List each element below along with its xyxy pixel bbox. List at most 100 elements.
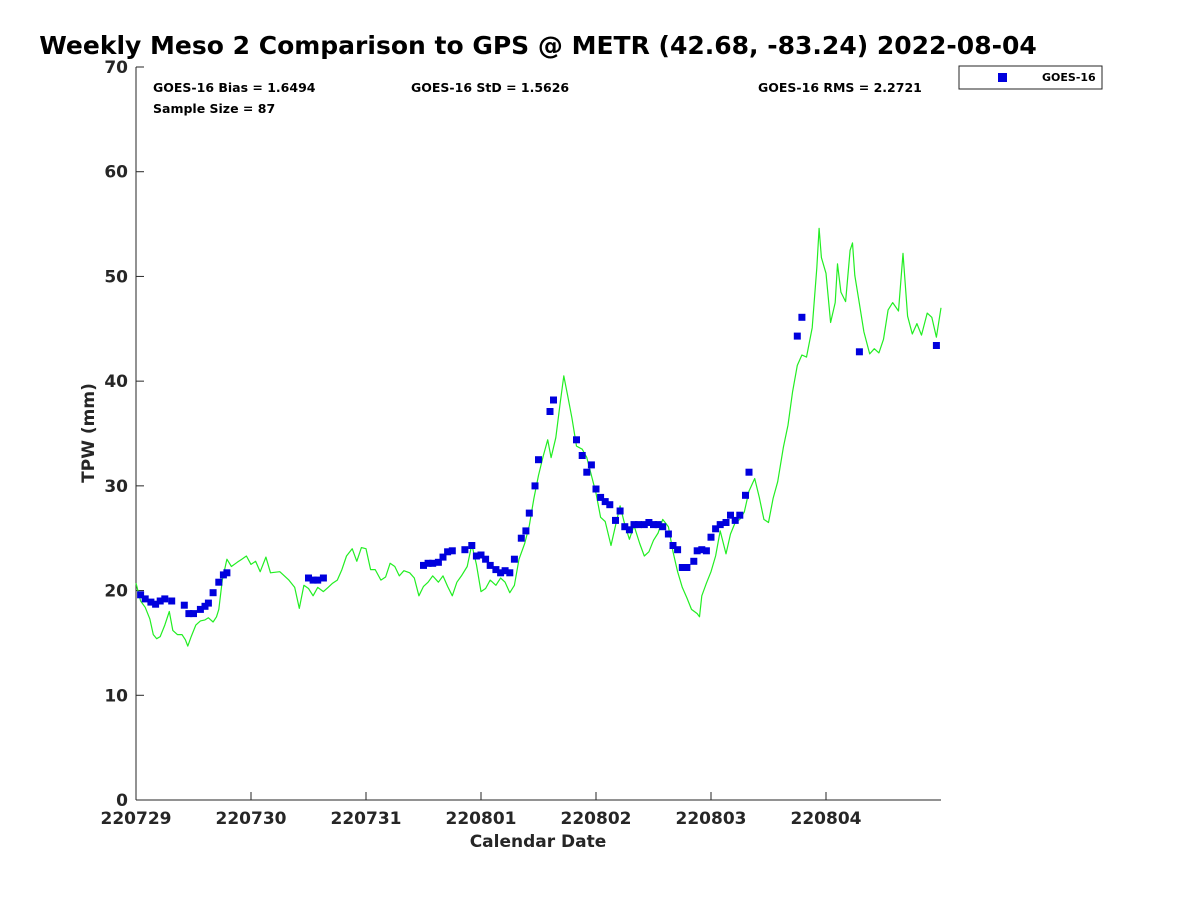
data-point-goes16	[678, 564, 686, 571]
bias-stat: GOES-16 Bias = 1.6494	[153, 80, 316, 95]
y-tick-label: 0	[116, 791, 128, 811]
data-point-goes16	[429, 559, 437, 567]
x-tick-label: 220730	[216, 809, 287, 829]
x-tick-label: 220801	[446, 809, 517, 829]
data-point-goes16	[578, 452, 586, 459]
data-point-goes16	[444, 548, 452, 556]
data-point-goes16	[736, 511, 744, 519]
data-point-goes16	[168, 597, 176, 605]
data-point-goes16	[707, 533, 715, 541]
data-point-goes16	[517, 534, 525, 542]
data-point-goes16	[727, 511, 734, 519]
data-point-goes16	[742, 491, 749, 499]
data-point-goes16	[190, 610, 197, 618]
data-point-goes16	[621, 523, 629, 531]
data-point-goes16	[592, 485, 600, 493]
x-tick-label: 220803	[676, 809, 747, 829]
data-point-goes16	[506, 569, 514, 577]
data-point-goes16	[635, 521, 642, 529]
data-point-goes16	[702, 547, 710, 555]
data-point-goes16	[420, 561, 427, 569]
y-tick-label: 50	[104, 267, 128, 287]
data-point-goes16	[612, 516, 619, 524]
x-tick-label: 220731	[331, 809, 402, 829]
data-point-goes16	[531, 482, 539, 490]
data-point-goes16	[712, 525, 720, 533]
y-tick-label: 70	[104, 58, 128, 78]
data-point-goes16	[573, 436, 580, 444]
data-point-goes16	[659, 523, 667, 531]
legend: GOES-16	[958, 65, 1103, 90]
data-point-goes16	[625, 526, 633, 534]
data-point-goes16	[674, 546, 682, 554]
data-point-goes16	[669, 542, 677, 549]
chart-title: Weekly Meso 2 Comparison to GPS @ METR (…	[39, 31, 1037, 60]
data-point-goes16	[209, 589, 217, 597]
data-point-goes16	[583, 468, 591, 476]
data-point-goes16	[731, 516, 739, 524]
data-point-goes16	[587, 461, 595, 469]
data-point-goes16	[309, 576, 317, 584]
data-point-goes16	[468, 542, 476, 549]
data-point-goes16	[482, 555, 490, 563]
data-point-goes16	[630, 521, 638, 529]
y-tick-label: 20	[104, 582, 128, 602]
ticks: 0 10 20 30 40 50 60 70 220729 220730 220731 220801 2…	[101, 58, 862, 829]
data-point-goes16	[645, 519, 653, 526]
data-point-goes16	[716, 521, 724, 529]
data-point-goes16	[161, 595, 169, 603]
sample-size-stat: Sample Size = 87	[153, 101, 275, 116]
data-point-goes16	[798, 313, 806, 321]
y-tick-label: 10	[104, 686, 128, 706]
data-point-goes16	[698, 546, 706, 554]
legend-box	[958, 65, 1103, 90]
data-point-goes16	[424, 559, 432, 567]
data-point-goes16	[522, 527, 530, 535]
data-point-goes16	[722, 519, 730, 526]
data-point-goes16	[550, 396, 557, 404]
data-point-goes16	[793, 332, 801, 340]
rms-stat: GOES-16 RMS = 2.2721	[758, 80, 922, 95]
data-point-goes16	[461, 546, 469, 554]
data-point-goes16	[640, 521, 648, 529]
y-tick-label: 30	[104, 477, 128, 497]
series-layer	[135, 227, 942, 647]
data-point-goes16	[510, 555, 518, 563]
x-tick-label: 220729	[101, 809, 172, 829]
data-point-goes16	[448, 547, 456, 555]
data-point-goes16	[492, 566, 500, 574]
data-point-goes16	[477, 551, 485, 559]
legend-label-goes16: GOES-16	[1042, 71, 1096, 84]
x-tick-label: 220802	[561, 809, 632, 829]
data-point-goes16	[185, 610, 193, 618]
data-point-goes16	[745, 468, 753, 476]
data-point-goes16	[180, 601, 188, 609]
data-point-goes16	[616, 507, 624, 515]
data-point-goes16	[932, 342, 940, 349]
data-point-goes16	[693, 547, 701, 555]
std-stat: GOES-16 StD = 1.5626	[411, 80, 569, 95]
data-point-goes16	[664, 530, 672, 538]
data-point-goes16	[223, 569, 231, 577]
data-point-goes16	[439, 553, 447, 561]
data-point-goes16	[314, 576, 322, 584]
data-point-goes16	[141, 595, 149, 603]
series-line-gps	[135, 227, 942, 647]
data-point-goes16	[601, 498, 609, 506]
x-axis-label: Calendar Date	[470, 832, 607, 852]
data-point-goes16	[147, 598, 155, 606]
data-point-goes16	[654, 521, 662, 529]
data-point-goes16	[606, 501, 614, 509]
data-point-goes16	[855, 348, 863, 356]
data-point-goes16	[472, 552, 480, 560]
y-tick-label: 60	[104, 163, 128, 183]
y-axis-label: TPW (mm)	[79, 383, 99, 483]
data-point-goes16	[196, 605, 204, 613]
data-point-goes16	[156, 597, 164, 605]
axes	[135, 67, 941, 801]
legend-marker-goes16	[998, 73, 1007, 82]
data-point-goes16	[597, 493, 605, 501]
data-point-goes16	[305, 574, 312, 582]
data-point-goes16	[546, 408, 554, 415]
